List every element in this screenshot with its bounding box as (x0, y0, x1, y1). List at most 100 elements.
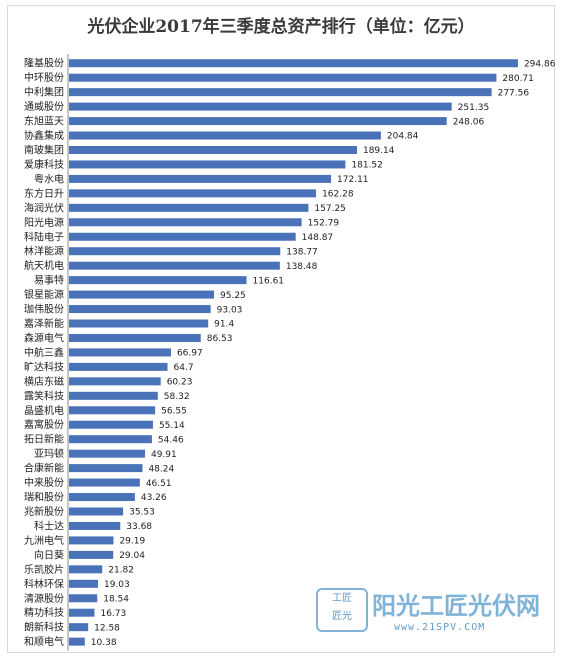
bar (69, 579, 98, 588)
category-label: 清源股份 (24, 592, 64, 605)
category-label: 拓日新能 (24, 433, 64, 446)
watermark-url: www.21SPV.COM (394, 622, 486, 633)
bar (69, 218, 302, 227)
bar (69, 406, 156, 415)
category-label: 海润光伏 (24, 201, 64, 214)
data-label: 204.84 (387, 132, 419, 142)
data-label: 21.82 (108, 566, 134, 576)
data-label: 157.25 (314, 204, 346, 214)
bar (69, 160, 346, 169)
bar (69, 435, 152, 444)
bar (69, 550, 114, 559)
category-label: 中环股份 (24, 71, 64, 84)
bar (69, 493, 135, 502)
category-label: 旷达科技 (24, 360, 64, 373)
bar (69, 88, 492, 97)
category-label: 亚玛顿 (34, 447, 64, 460)
category-label: 银星能源 (24, 288, 64, 301)
category-label: 晶盛机电 (24, 404, 64, 417)
bar (69, 478, 140, 487)
category-label: 航天机电 (24, 259, 64, 272)
bar (69, 333, 201, 342)
data-label: 280.71 (502, 74, 534, 84)
category-label: 通威股份 (24, 100, 64, 113)
bar (69, 276, 247, 285)
bar (69, 449, 145, 458)
bar (69, 131, 381, 140)
bar (69, 189, 317, 198)
category-label: 中航三鑫 (24, 346, 64, 359)
data-label: 86.53 (207, 334, 233, 344)
category-label: 科士达 (34, 519, 64, 532)
bar (69, 608, 95, 617)
category-label: 南玻集团 (24, 143, 64, 156)
category-label: 九洲电气 (24, 534, 64, 547)
category-label: 和顺电气 (24, 635, 64, 648)
bar (69, 420, 153, 429)
bar (69, 391, 158, 400)
category-label: 隆基股份 (24, 57, 64, 70)
bar (69, 464, 143, 473)
bar (69, 565, 103, 574)
bar (69, 290, 215, 299)
watermark-site-name: 阳光工匠光伏网 (372, 592, 540, 620)
category-label: 兆新股份 (24, 505, 64, 518)
bar (69, 623, 89, 632)
chart-title: 光伏企业2017年三季度总资产排行（单位：亿元） (87, 17, 475, 37)
category-label: 精功科技 (24, 606, 64, 619)
data-label: 91.4 (214, 320, 234, 330)
data-label: 19.03 (104, 580, 130, 590)
category-label: 易事特 (34, 274, 64, 287)
bar (69, 594, 98, 603)
data-label: 10.38 (91, 638, 117, 648)
bar (69, 507, 124, 516)
category-label: 乐凯胶片 (24, 563, 64, 576)
data-label: 95.25 (220, 291, 246, 301)
bar (69, 362, 168, 371)
data-label: 16.73 (100, 609, 126, 619)
data-label: 12.58 (94, 623, 120, 633)
category-label: 阳光电源 (24, 216, 64, 229)
category-label: 珈伟股份 (24, 303, 64, 316)
category-label: 横店东磁 (24, 375, 64, 388)
bar (69, 73, 497, 82)
category-label: 中利集团 (24, 86, 64, 99)
category-label: 中来股份 (24, 476, 64, 489)
category-label: 爱康科技 (24, 158, 64, 171)
category-label: 科陆电子 (24, 230, 64, 243)
data-label: 162.28 (322, 190, 354, 200)
bar (69, 637, 85, 646)
data-label: 181.52 (351, 161, 383, 171)
data-label: 277.56 (498, 88, 530, 98)
data-label: 138.77 (286, 247, 318, 257)
bar (69, 59, 518, 68)
bar (69, 536, 114, 545)
category-label: 森源电气 (24, 331, 64, 344)
bar (69, 145, 357, 154)
bar (69, 117, 447, 126)
data-label: 35.53 (129, 508, 155, 518)
category-label: 瑞和股份 (24, 492, 64, 504)
data-label: 251.35 (458, 103, 490, 113)
bar (69, 174, 332, 183)
category-label: 粤水电 (34, 172, 64, 185)
data-label: 138.48 (286, 262, 318, 272)
data-label: 116.61 (253, 276, 285, 286)
watermark-seal: 工匠 匠光 (316, 588, 368, 632)
category-label: 露笑科技 (24, 389, 64, 402)
data-label: 56.55 (161, 406, 187, 416)
data-label: 64.7 (174, 363, 194, 373)
data-label: 48.24 (148, 464, 174, 474)
bar (69, 203, 309, 212)
category-label: 东旭蓝天 (24, 115, 64, 128)
data-label: 29.19 (119, 537, 145, 547)
bar (69, 102, 452, 111)
category-label: 向日葵 (34, 548, 64, 561)
data-label: 294.86 (524, 59, 556, 69)
data-label: 55.14 (159, 421, 185, 431)
data-label: 93.03 (217, 305, 243, 315)
category-label: 合康新能 (24, 462, 64, 475)
bar (69, 348, 171, 357)
category-label: 东方日升 (24, 187, 64, 200)
data-label: 46.51 (146, 479, 172, 489)
